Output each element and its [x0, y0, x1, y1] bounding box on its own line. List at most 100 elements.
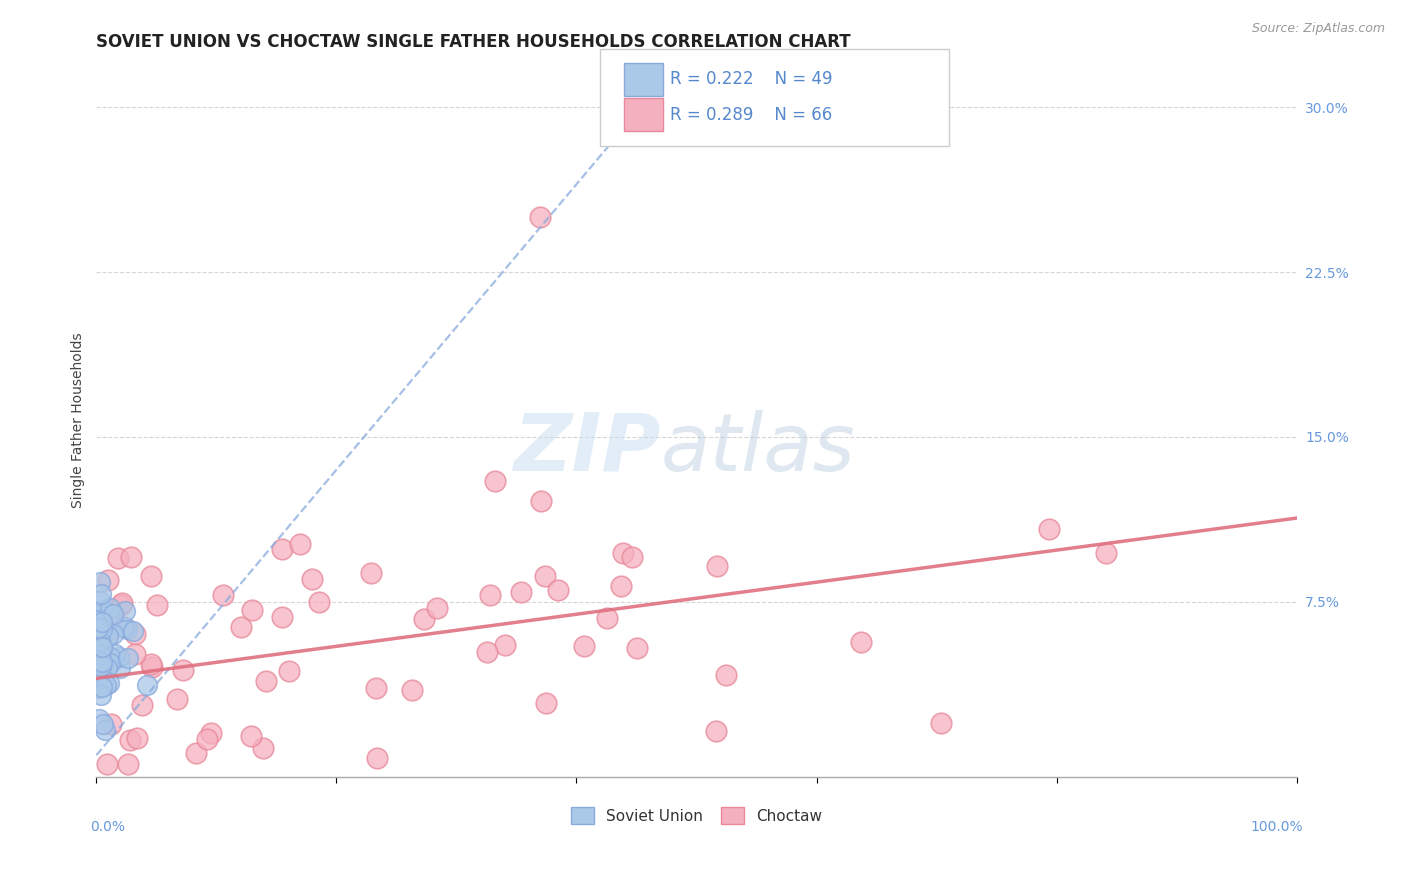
Point: [86, 607, 108, 622]
Point: [94, 626, 117, 640]
Point: [426, 600, 449, 615]
Point: [851, 635, 873, 649]
Point: [572, 639, 595, 653]
Point: [90, 681, 112, 695]
Point: [89, 712, 111, 726]
Point: [104, 648, 127, 662]
Point: [714, 667, 737, 681]
Point: [93, 603, 115, 617]
Point: [97, 629, 120, 643]
Point: [89, 594, 111, 608]
Point: [254, 674, 277, 689]
Point: [97, 573, 120, 587]
Point: [621, 549, 644, 564]
Point: [98, 675, 121, 690]
FancyBboxPatch shape: [600, 49, 949, 145]
Point: [91, 622, 114, 636]
Point: [278, 664, 301, 678]
Point: [89, 633, 111, 648]
Point: [184, 746, 207, 760]
Point: [122, 624, 145, 638]
Point: [931, 715, 953, 730]
Point: [90, 659, 112, 673]
Point: [477, 645, 499, 659]
Point: [94, 723, 117, 737]
Point: [98, 609, 121, 624]
Point: [530, 494, 553, 508]
Point: [131, 698, 153, 712]
Point: [86, 642, 108, 657]
Point: [115, 623, 138, 637]
Point: [87, 638, 110, 652]
Point: [89, 574, 111, 589]
Text: R = 0.222    N = 49: R = 0.222 N = 49: [671, 70, 832, 88]
Point: [118, 732, 141, 747]
Point: [484, 474, 506, 488]
Point: [271, 610, 294, 624]
Point: [124, 627, 146, 641]
Point: [111, 596, 134, 610]
Point: [86, 642, 108, 657]
Point: [91, 640, 114, 654]
Point: [107, 650, 129, 665]
Point: [706, 558, 728, 573]
Point: [87, 614, 110, 628]
Point: [91, 640, 114, 655]
Point: [413, 612, 436, 626]
Point: [494, 638, 516, 652]
Point: [172, 663, 194, 677]
Point: [270, 541, 292, 556]
Point: [120, 550, 142, 565]
Point: [117, 757, 139, 772]
Point: [166, 691, 188, 706]
Point: [146, 598, 169, 612]
Point: [86, 604, 108, 618]
Text: 0.0%: 0.0%: [90, 820, 125, 834]
Point: [360, 566, 382, 580]
Point: [308, 595, 330, 609]
Point: [704, 723, 727, 738]
Point: [596, 611, 619, 625]
Point: [93, 671, 115, 685]
Point: [101, 614, 124, 628]
Point: [90, 587, 112, 601]
Point: [240, 603, 263, 617]
Text: R = 0.289    N = 66: R = 0.289 N = 66: [671, 106, 832, 124]
Point: [101, 627, 124, 641]
Point: [87, 620, 110, 634]
Point: [110, 598, 132, 612]
Point: [547, 582, 569, 597]
Text: Source: ZipAtlas.com: Source: ZipAtlas.com: [1251, 22, 1385, 36]
Point: [529, 211, 551, 225]
Point: [401, 682, 423, 697]
Point: [89, 676, 111, 690]
Point: [89, 616, 111, 631]
Point: [139, 657, 162, 671]
Point: [141, 569, 163, 583]
Point: [534, 569, 557, 583]
Point: [366, 681, 388, 695]
Point: [125, 731, 148, 746]
Point: [100, 650, 122, 665]
Point: [112, 619, 135, 633]
Point: [124, 647, 146, 661]
Point: [301, 573, 323, 587]
Point: [91, 717, 114, 731]
Point: [90, 655, 112, 669]
FancyBboxPatch shape: [624, 62, 662, 95]
Point: [96, 661, 118, 675]
Point: [610, 579, 633, 593]
FancyBboxPatch shape: [624, 98, 662, 131]
Text: 100.0%: 100.0%: [1250, 820, 1302, 834]
Point: [136, 678, 159, 692]
Point: [141, 659, 163, 673]
Point: [96, 757, 118, 772]
Point: [100, 716, 122, 731]
Point: [89, 648, 111, 663]
Point: [93, 626, 115, 640]
Point: [510, 584, 533, 599]
Point: [252, 741, 274, 756]
Y-axis label: Single Father Households: Single Father Households: [72, 333, 86, 508]
Point: [626, 640, 648, 655]
Point: [229, 619, 252, 633]
